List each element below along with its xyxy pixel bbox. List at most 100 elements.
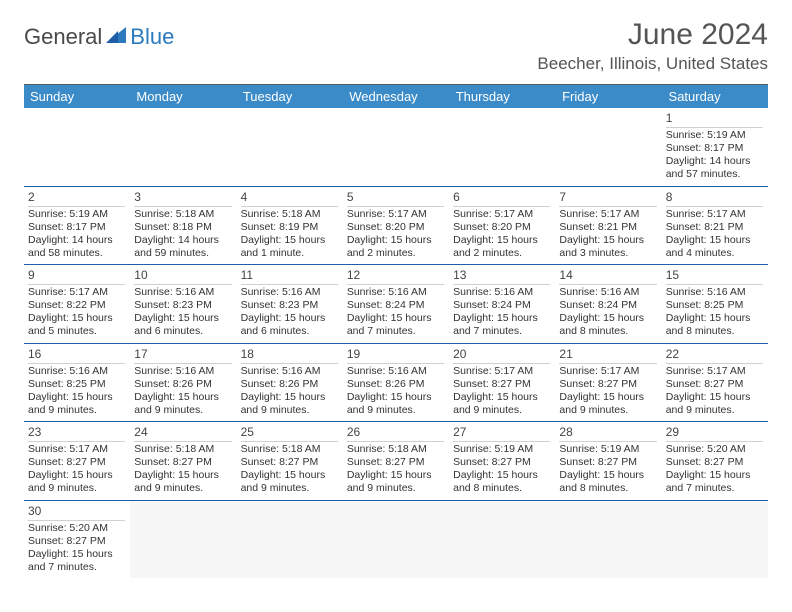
daylight-text: Daylight: 15 hours and 9 minutes. [241, 469, 338, 495]
day-info: Sunrise: 5:16 AMSunset: 8:26 PMDaylight:… [241, 365, 338, 418]
sunrise-text: Sunrise: 5:17 AM [559, 208, 656, 221]
day-number: 16 [28, 347, 125, 364]
day-cell [343, 108, 449, 186]
sunset-text: Sunset: 8:27 PM [453, 378, 550, 391]
sunrise-text: Sunrise: 5:19 AM [28, 208, 125, 221]
sunrise-text: Sunrise: 5:16 AM [666, 286, 763, 299]
day-cell: 7Sunrise: 5:17 AMSunset: 8:21 PMDaylight… [555, 187, 661, 265]
day-cell: 17Sunrise: 5:16 AMSunset: 8:26 PMDayligh… [130, 344, 236, 422]
day-cell: 16Sunrise: 5:16 AMSunset: 8:25 PMDayligh… [24, 344, 130, 422]
day-number: 7 [559, 190, 656, 207]
day-number: 29 [666, 425, 763, 442]
week-row: 16Sunrise: 5:16 AMSunset: 8:25 PMDayligh… [24, 344, 768, 423]
day-info: Sunrise: 5:19 AMSunset: 8:17 PMDaylight:… [666, 129, 763, 182]
sunrise-text: Sunrise: 5:16 AM [241, 286, 338, 299]
daylight-text: Daylight: 15 hours and 9 minutes. [134, 391, 231, 417]
day-number: 28 [559, 425, 656, 442]
sunset-text: Sunset: 8:20 PM [453, 221, 550, 234]
sunset-text: Sunset: 8:27 PM [28, 535, 125, 548]
day-cell: 12Sunrise: 5:16 AMSunset: 8:24 PMDayligh… [343, 265, 449, 343]
sunrise-text: Sunrise: 5:17 AM [28, 443, 125, 456]
sunrise-text: Sunrise: 5:17 AM [666, 365, 763, 378]
week-row: 1Sunrise: 5:19 AMSunset: 8:17 PMDaylight… [24, 108, 768, 187]
day-number: 26 [347, 425, 444, 442]
day-cell [237, 108, 343, 186]
logo-text-general: General [24, 24, 102, 50]
daylight-text: Daylight: 15 hours and 9 minutes. [134, 469, 231, 495]
calendar-page: General Blue June 2024 Beecher, Illinois… [0, 0, 792, 596]
sunrise-text: Sunrise: 5:18 AM [241, 443, 338, 456]
logo: General Blue [24, 24, 174, 50]
day-info: Sunrise: 5:17 AMSunset: 8:27 PMDaylight:… [453, 365, 550, 418]
day-info: Sunrise: 5:19 AMSunset: 8:17 PMDaylight:… [28, 208, 125, 261]
day-cell: 22Sunrise: 5:17 AMSunset: 8:27 PMDayligh… [662, 344, 768, 422]
day-cell: 15Sunrise: 5:16 AMSunset: 8:25 PMDayligh… [662, 265, 768, 343]
daylight-text: Daylight: 15 hours and 6 minutes. [241, 312, 338, 338]
day-info: Sunrise: 5:18 AMSunset: 8:19 PMDaylight:… [241, 208, 338, 261]
day-info: Sunrise: 5:18 AMSunset: 8:27 PMDaylight:… [134, 443, 231, 496]
week-row: 23Sunrise: 5:17 AMSunset: 8:27 PMDayligh… [24, 422, 768, 501]
weekday-header: Monday [130, 85, 236, 108]
day-cell: 24Sunrise: 5:18 AMSunset: 8:27 PMDayligh… [130, 422, 236, 500]
day-number: 23 [28, 425, 125, 442]
sunset-text: Sunset: 8:27 PM [666, 456, 763, 469]
day-cell [555, 501, 661, 579]
daylight-text: Daylight: 14 hours and 57 minutes. [666, 155, 763, 181]
daylight-text: Daylight: 15 hours and 3 minutes. [559, 234, 656, 260]
sunset-text: Sunset: 8:26 PM [347, 378, 444, 391]
day-cell: 4Sunrise: 5:18 AMSunset: 8:19 PMDaylight… [237, 187, 343, 265]
sunrise-text: Sunrise: 5:17 AM [347, 208, 444, 221]
sunrise-text: Sunrise: 5:17 AM [559, 365, 656, 378]
day-number: 22 [666, 347, 763, 364]
weekday-header: Thursday [450, 85, 556, 108]
day-cell: 18Sunrise: 5:16 AMSunset: 8:26 PMDayligh… [237, 344, 343, 422]
day-cell [449, 501, 555, 579]
day-cell [24, 108, 130, 186]
weekday-header: Friday [556, 85, 662, 108]
sunrise-text: Sunrise: 5:16 AM [453, 286, 550, 299]
day-info: Sunrise: 5:20 AMSunset: 8:27 PMDaylight:… [666, 443, 763, 496]
sunrise-text: Sunrise: 5:16 AM [134, 286, 231, 299]
day-number: 15 [666, 268, 763, 285]
sunrise-text: Sunrise: 5:18 AM [134, 443, 231, 456]
daylight-text: Daylight: 15 hours and 9 minutes. [453, 391, 550, 417]
weeks-container: 1Sunrise: 5:19 AMSunset: 8:17 PMDaylight… [24, 108, 768, 578]
sunset-text: Sunset: 8:19 PM [241, 221, 338, 234]
daylight-text: Daylight: 15 hours and 6 minutes. [134, 312, 231, 338]
sunset-text: Sunset: 8:24 PM [347, 299, 444, 312]
day-cell [449, 108, 555, 186]
day-number: 30 [28, 504, 125, 521]
sunset-text: Sunset: 8:17 PM [666, 142, 763, 155]
daylight-text: Daylight: 15 hours and 9 minutes. [241, 391, 338, 417]
day-info: Sunrise: 5:19 AMSunset: 8:27 PMDaylight:… [559, 443, 656, 496]
day-info: Sunrise: 5:16 AMSunset: 8:26 PMDaylight:… [134, 365, 231, 418]
day-cell: 10Sunrise: 5:16 AMSunset: 8:23 PMDayligh… [130, 265, 236, 343]
daylight-text: Daylight: 15 hours and 9 minutes. [28, 391, 125, 417]
sunrise-text: Sunrise: 5:16 AM [28, 365, 125, 378]
day-cell: 25Sunrise: 5:18 AMSunset: 8:27 PMDayligh… [237, 422, 343, 500]
sunset-text: Sunset: 8:23 PM [241, 299, 338, 312]
day-cell [237, 501, 343, 579]
weekday-header: Wednesday [343, 85, 449, 108]
day-cell: 27Sunrise: 5:19 AMSunset: 8:27 PMDayligh… [449, 422, 555, 500]
sunset-text: Sunset: 8:25 PM [28, 378, 125, 391]
sunset-text: Sunset: 8:27 PM [241, 456, 338, 469]
sunrise-text: Sunrise: 5:20 AM [28, 522, 125, 535]
daylight-text: Daylight: 15 hours and 8 minutes. [559, 312, 656, 338]
sunrise-text: Sunrise: 5:16 AM [347, 286, 444, 299]
sunset-text: Sunset: 8:26 PM [134, 378, 231, 391]
day-number: 27 [453, 425, 550, 442]
day-number: 11 [241, 268, 338, 285]
sunrise-text: Sunrise: 5:17 AM [28, 286, 125, 299]
day-cell [130, 108, 236, 186]
day-cell: 20Sunrise: 5:17 AMSunset: 8:27 PMDayligh… [449, 344, 555, 422]
day-cell: 28Sunrise: 5:19 AMSunset: 8:27 PMDayligh… [555, 422, 661, 500]
sunrise-text: Sunrise: 5:17 AM [453, 208, 550, 221]
day-info: Sunrise: 5:16 AMSunset: 8:25 PMDaylight:… [666, 286, 763, 339]
header-row: General Blue June 2024 Beecher, Illinois… [24, 18, 768, 74]
day-info: Sunrise: 5:16 AMSunset: 8:26 PMDaylight:… [347, 365, 444, 418]
day-number: 4 [241, 190, 338, 207]
day-cell: 6Sunrise: 5:17 AMSunset: 8:20 PMDaylight… [449, 187, 555, 265]
day-number: 5 [347, 190, 444, 207]
day-cell: 8Sunrise: 5:17 AMSunset: 8:21 PMDaylight… [662, 187, 768, 265]
